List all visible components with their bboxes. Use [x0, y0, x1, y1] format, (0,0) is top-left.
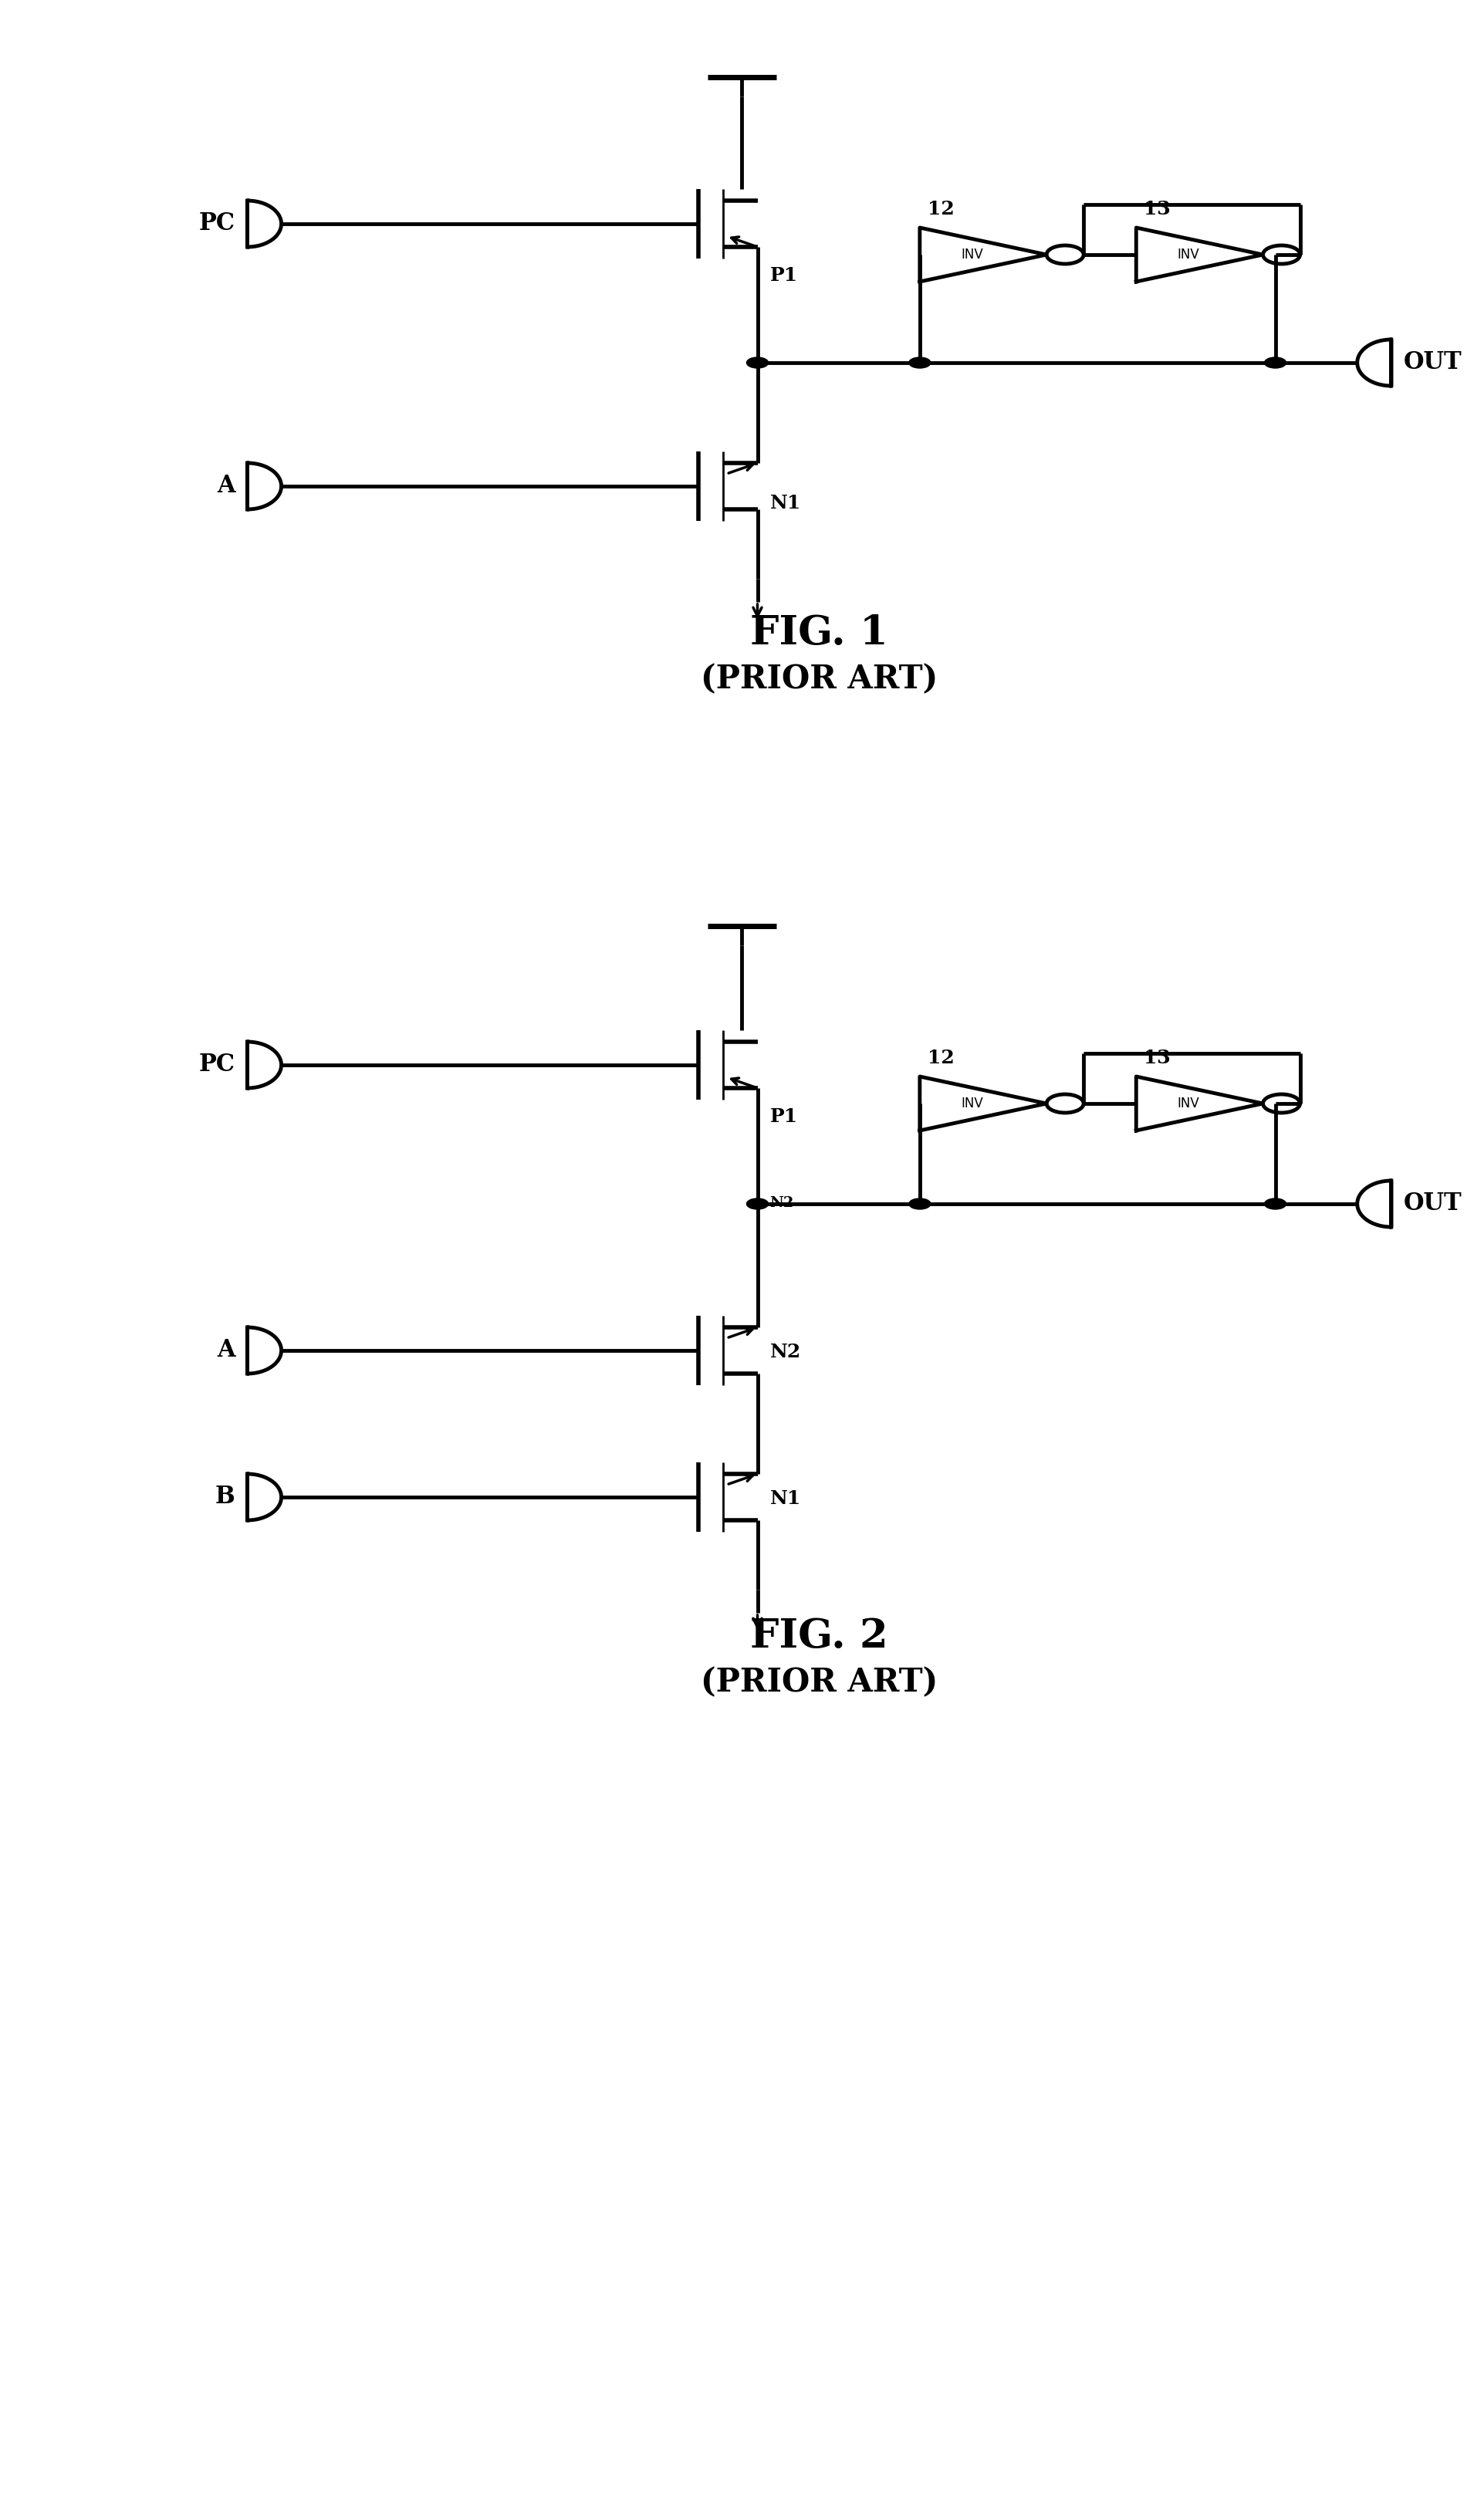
- Text: INV: INV: [960, 248, 982, 261]
- Text: N1: N1: [770, 1490, 801, 1507]
- Text: (PRIOR ART): (PRIOR ART): [700, 662, 938, 695]
- Text: 13: 13: [1144, 1048, 1171, 1068]
- Circle shape: [1264, 356, 1287, 369]
- Circle shape: [746, 356, 769, 369]
- Text: (PRIOR ART): (PRIOR ART): [700, 1665, 938, 1698]
- Circle shape: [910, 356, 930, 369]
- Text: N2: N2: [770, 1342, 801, 1362]
- Circle shape: [746, 1199, 769, 1209]
- Text: P1: P1: [770, 266, 798, 286]
- Text: OUT: OUT: [1404, 351, 1462, 374]
- Circle shape: [910, 1199, 930, 1209]
- Text: A: A: [217, 1339, 234, 1362]
- Text: B: B: [215, 1485, 234, 1510]
- Text: PC: PC: [199, 1053, 234, 1076]
- Text: PC: PC: [199, 211, 234, 236]
- Text: INV: INV: [1177, 248, 1199, 261]
- Circle shape: [1264, 1199, 1287, 1209]
- Text: N2: N2: [770, 1196, 794, 1209]
- Text: FIG. 1: FIG. 1: [751, 612, 889, 652]
- Text: 12: 12: [928, 1048, 954, 1068]
- Text: INV: INV: [1177, 1096, 1199, 1111]
- Text: P1: P1: [770, 1109, 798, 1126]
- Text: N1: N1: [770, 494, 801, 512]
- Text: OUT: OUT: [1404, 1191, 1462, 1216]
- Text: INV: INV: [960, 1096, 982, 1111]
- Text: 13: 13: [1144, 201, 1171, 218]
- Text: A: A: [217, 474, 234, 499]
- Text: FIG. 2: FIG. 2: [751, 1615, 889, 1655]
- Text: 12: 12: [928, 201, 954, 218]
